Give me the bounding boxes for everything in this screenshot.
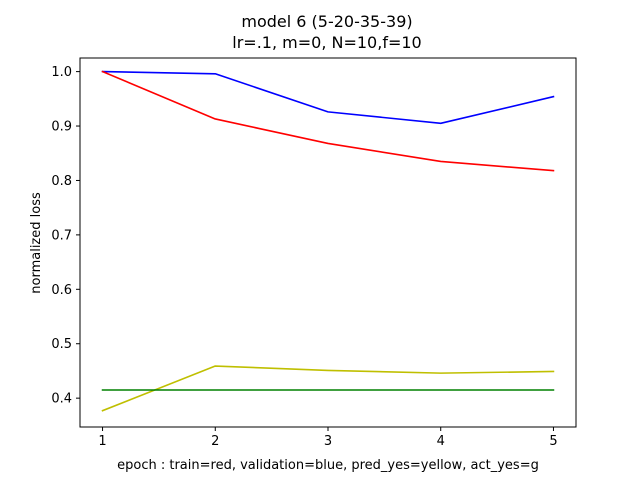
y-tick-label: 0.8 (51, 174, 72, 189)
y-tick-label: 0.6 (51, 283, 72, 298)
x-tick-label: 2 (211, 434, 219, 449)
series-line-2 (101, 365, 555, 412)
chart-title: model 6 (5-20-35-39) (241, 12, 412, 31)
plot-area (101, 70, 555, 412)
chart-subtitle: lr=.1, m=0, N=10,f=10 (232, 33, 421, 52)
y-tick-label: 0.4 (51, 392, 72, 407)
x-tick-label: 3 (324, 434, 332, 449)
x-tick-label: 5 (549, 434, 557, 449)
y-axis-label: normalized loss (29, 192, 44, 294)
y-tick-label: 0.5 (51, 337, 72, 352)
series-line-1 (101, 70, 555, 172)
x-tick-label: 1 (98, 434, 106, 449)
axis-ticks: 1 2 3 4 5 0.4 0.5 0.6 0.7 0.8 0.9 1.0 (51, 65, 557, 449)
y-tick-label: 0.9 (51, 120, 72, 135)
x-axis-label: epoch : train=red, validation=blue, pred… (117, 458, 539, 473)
series-line-0 (101, 70, 555, 125)
y-tick-label: 1.0 (51, 65, 72, 80)
y-tick-label: 0.7 (51, 228, 72, 243)
x-tick-label: 4 (437, 434, 445, 449)
